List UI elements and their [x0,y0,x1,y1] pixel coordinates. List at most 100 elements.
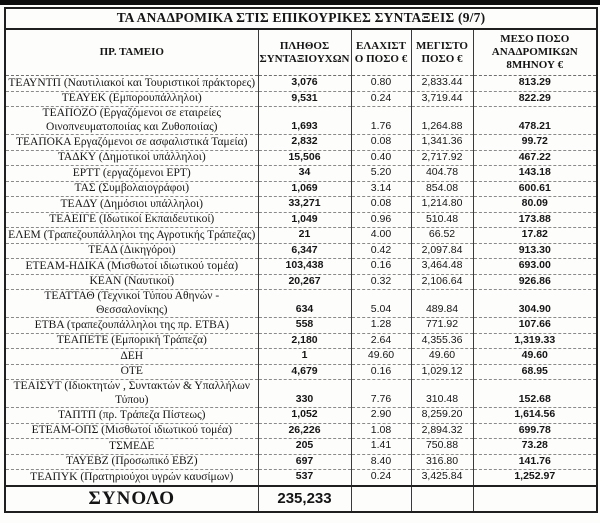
min-cell: 0.80 [350,75,411,91]
avg-cell: 1,252.97 [472,469,597,486]
col-header-min-amount: ΕΛΑΧΙΣΤΟ ΠΟΣΟ € [350,29,411,76]
fund-cell: ΟΤΕ [5,363,258,380]
max-cell: 3,425.84 [410,469,473,486]
max-cell: 310.48 [410,379,473,408]
min-cell: 5.04 [350,289,411,318]
max-cell: 1,264.88 [410,106,473,135]
avg-cell: 107.66 [472,317,597,333]
count-cell: 634 [257,289,351,318]
table-row: ΤΑΠΤΠ (πρ. Τράπεζα Πίστεως) 1,052 2.90 8,25… [5,407,597,423]
count-cell: 205 [257,438,351,454]
fund-cell: ΤΑΠΤΠ (πρ. Τράπεζα Πίστεως) [5,407,258,423]
min-cell: 1.41 [350,438,411,454]
table-row: ΕΛΕΜ (Τραπεζουπάλληλοι της Αγροτικής Τρά… [5,227,597,243]
min-cell: 8.40 [350,453,411,470]
max-cell: 3,464.48 [410,258,473,274]
min-cell: 0.24 [350,90,411,107]
total-label: ΣΥΝΟΛΟ [5,484,258,512]
table-title: ΤΑ ΑΝΑΔΡΟΜΙΚΑ ΣΤΙΣ ΕΠΙΚΟΥΡΙΚΕΣ ΣΥΝΤΑΞΕΙΣ… [5,8,597,30]
max-cell: 2,097.84 [410,242,473,259]
avg-cell: 699.78 [472,422,597,439]
count-cell: 26,226 [257,422,351,439]
fund-cell: ΔΕΗ [5,348,258,364]
count-cell: 15,506 [257,149,351,166]
fund-cell: ΕΛΕΜ (Τραπεζουπάλληλοι της Αγροτικής Τρά… [5,227,258,243]
table-row: ΟΤΕ 4,679 0.16 1,029.12 68.95 [5,363,597,380]
avg-cell: 73.28 [472,438,597,454]
fund-cell: ΤΑΥΕΒΖ (Προσωπικό ΕΒΖ) [5,453,258,470]
max-cell: 3,719.44 [410,90,473,107]
fund-cell: ΕΤΒΑ (τραπεζουπάλληλοι της πρ. ΕΤΒΑ) [5,317,258,333]
fund-cell: ΤΑΔΚΥ (Δημοτικοί υπάλληλοι) [5,149,258,166]
table-sheet: ΤΑ ΑΝΑΔΡΟΜΙΚΑ ΣΤΙΣ ΕΠΙΚΟΥΡΙΚΕΣ ΣΥΝΤΑΞΕΙΣ… [4,7,598,513]
count-cell: 20,267 [257,273,351,290]
table-row: ΤΕΑΔ (Δικηγόροι) 6,347 0.42 2,097.84 913.30 [5,242,597,259]
fund-cell: ΤΣΜΕΔΕ [5,438,258,454]
fund-cell: ΤΑΣ (Συμβολαιογράφοι) [5,180,258,197]
table-row: ΤΕΑΥΝΤΠ (Ναυτιλιακοί και Τουριστικοί πρά… [5,75,597,91]
table-row: ΚΕΑΝ (Ναυτικοί) 20,267 0.32 2,106.64 926.86 [5,273,597,290]
avg-cell: 600.61 [472,180,597,197]
count-cell: 33,271 [257,196,351,212]
count-cell: 1,693 [257,106,351,135]
total-avg-empty-cell [472,484,597,512]
max-cell: 4,355.36 [410,332,473,349]
max-cell: 510.48 [410,211,473,228]
avg-cell: 80.09 [472,196,597,212]
max-cell: 771.92 [410,317,473,333]
avg-cell: 926.86 [472,273,597,290]
count-cell: 6,347 [257,242,351,259]
count-cell: 558 [257,317,351,333]
min-cell: 49.60 [350,348,411,364]
min-cell: 0.32 [350,273,411,290]
table-row: ΤΕΑΠΟΖΟ (Εργαζόμενοι σε εταιρείες Οινοπν… [5,106,597,135]
fund-cell: ΤΕΑΤΤΑΘ (Τεχνικοί Τύπου Αθηνών - Θεσσαλο… [5,289,258,318]
max-cell: 854.08 [410,180,473,197]
avg-cell: 17.82 [472,227,597,243]
total-max-empty-cell [410,484,473,512]
min-cell: 3.14 [350,180,411,197]
table-row: ΤΕΑΕΙΓΕ (Ιδωτικοί Εκπαιδευτικοί) 1,049 0.9… [5,211,597,228]
table-row: ΤΣΜΕΔΕ 205 1.41 750.88 73.28 [5,438,597,454]
min-cell: 0.16 [350,258,411,274]
supplementary-pensions-retro-table: ΤΑ ΑΝΑΔΡΟΜΙΚΑ ΣΤΙΣ ΕΠΙΚΟΥΡΙΚΕΣ ΣΥΝΤΑΞΕΙΣ… [4,7,598,513]
count-cell: 4,679 [257,363,351,380]
fund-cell: ΤΕΑΥΝΤΠ (Ναυτιλιακοί και Τουριστικοί πρά… [8,76,256,89]
fund-cell: ΤΕΑΠΟΖΟ (Εργαζόμενοι σε εταιρείες Οινοπν… [5,106,258,135]
table-row: ΤΑΣ (Συμβολαιογράφοι) 1,069 3.14 854.08 600.… [5,180,597,197]
col-header-pensioner-count: ΠΛΗΘΟΣ ΣΥΝΤΑΞΙΟΥΧΩΝ [257,29,351,76]
avg-cell: 693.00 [472,258,597,274]
header-row: ΠΡ. ΤΑΜΕΙΟ ΠΛΗΘΟΣ ΣΥΝΤΑΞΙΟΥΧΩΝ ΕΛΑΧΙΣΤΟ … [5,29,597,76]
min-cell: 0.96 [350,211,411,228]
min-cell: 5.20 [350,165,411,181]
avg-cell: 813.29 [472,75,597,91]
fund-cell: ΤΕΑΙΣΥΤ (Ιδιοκτητών , Συντακτών & Υπαλλή… [5,379,258,408]
count-cell: 1,069 [257,180,351,197]
count-cell: 9,531 [257,90,351,107]
fund-cell: ΤΕΑΠΟΚΑ Εργαζόμενοι σε ασφαλιστικά Ταμεί… [5,134,258,150]
min-cell: 0.42 [350,242,411,259]
col-header-max-amount: ΜΕΓΙΣΤΟ ΠΟΣΟ € [410,29,473,76]
table-row: ΤΕΑΥΕΚ (Εμπορουπάλληλοι) 9,531 0.24 3,719.4… [5,90,597,107]
col-header-fund: ΠΡ. ΤΑΜΕΙΟ [5,29,258,76]
avg-cell: 99.72 [472,134,597,150]
min-cell: 0.08 [350,196,411,212]
avg-cell: 68.95 [472,363,597,380]
avg-cell: 478.21 [472,106,597,135]
min-cell: 2.64 [350,332,411,349]
avg-cell: 1,319.33 [472,332,597,349]
min-cell: 0.24 [350,469,411,486]
min-cell: 1.76 [350,106,411,135]
table-row: ΕΤΕΑΜ-ΟΠΣ (Μισθωτοί ιδιωτικού τομέα) 26,2… [5,422,597,439]
avg-cell: 304.90 [472,289,597,318]
count-cell: 1 [257,348,351,364]
count-cell: 330 [257,379,351,408]
fund-cell: ΕΡΤΤ (εργαζόμενοι ΕΡΤ) [5,165,258,181]
count-cell: 1,049 [257,211,351,228]
title-row: ΤΑ ΑΝΑΔΡΟΜΙΚΑ ΣΤΙΣ ΕΠΙΚΟΥΡΙΚΕΣ ΣΥΝΤΑΞΕΙΣ… [5,8,597,30]
fund-cell: ΕΤΕΑΜ-ΟΠΣ (Μισθωτοί ιδιωτικού τομέα) [5,422,258,439]
table-row: ΤΕΑΠΟΚΑ Εργαζόμενοι σε ασφαλιστικά Ταμεί… [5,134,597,150]
count-cell: 2,832 [257,134,351,150]
max-cell: 1,214.80 [410,196,473,212]
min-cell: 0.40 [350,149,411,166]
